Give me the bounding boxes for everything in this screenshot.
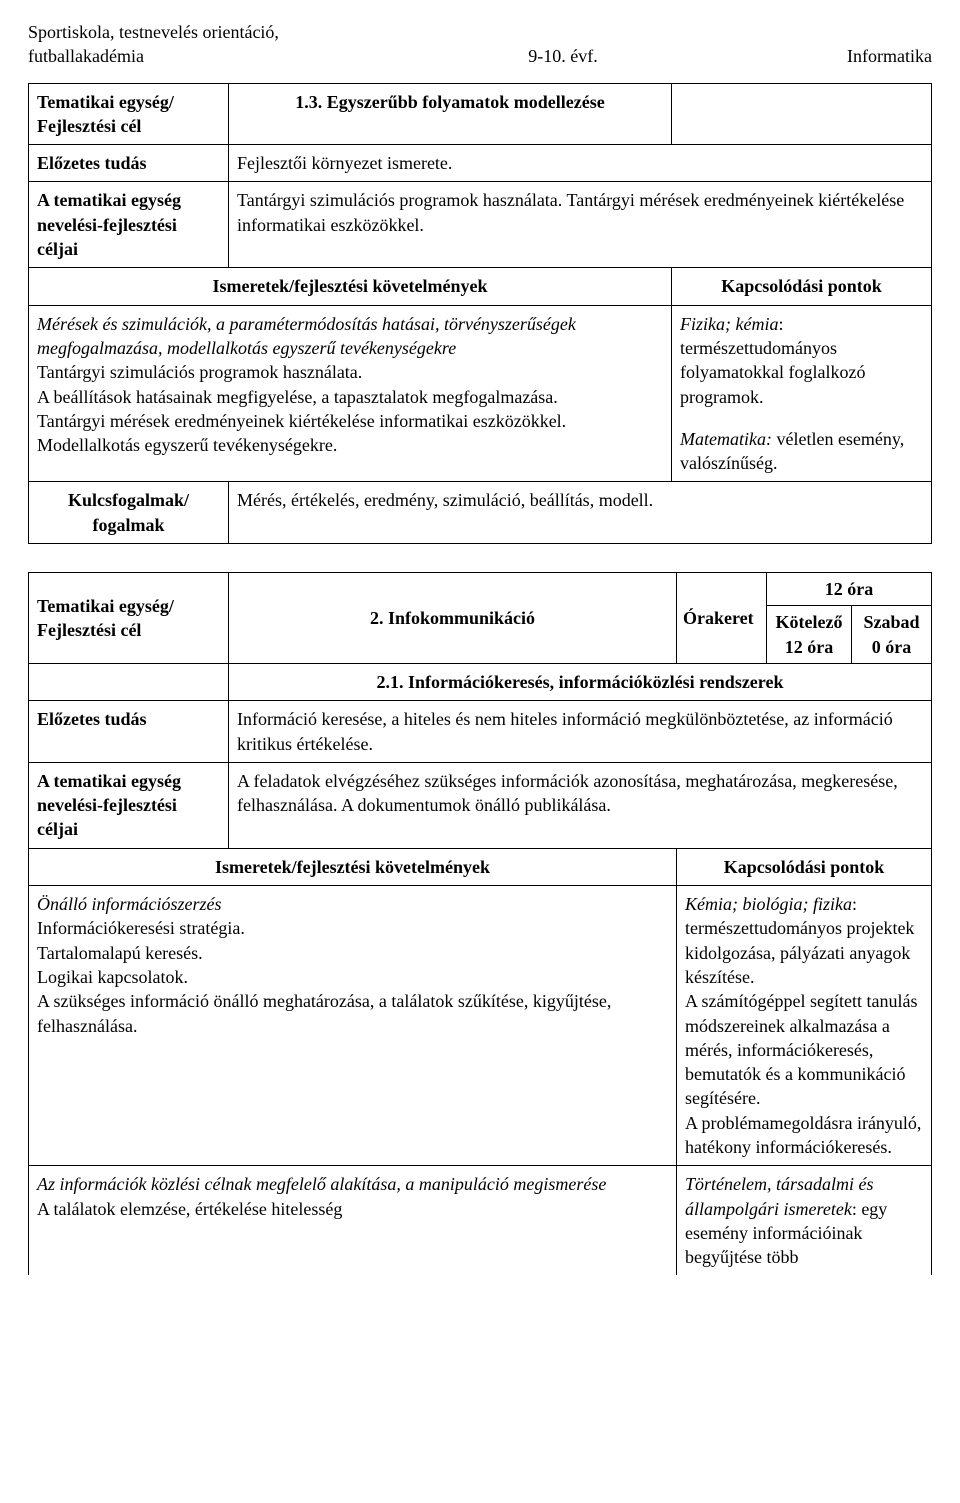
req-text: A szükséges információ önálló meghatároz… bbox=[37, 989, 668, 1038]
goals-text: Tantárgyi szimulációs programok használa… bbox=[229, 182, 932, 268]
req-text: Tartalomalapú keresés. bbox=[37, 941, 668, 965]
conn-subject: Kémia; biológia; fizika bbox=[685, 894, 852, 914]
requirements-header-row: Ismeretek/fejlesztési követelmények Kapc… bbox=[29, 268, 932, 305]
empty-cell bbox=[672, 83, 932, 145]
header-center: 9-10. évf. bbox=[279, 20, 847, 69]
requirements-header-right: Kapcsolódási pontok bbox=[677, 848, 932, 885]
orakeret-label: Órakeret bbox=[677, 573, 767, 664]
table-row: Mérések és szimulációk, a paramétermódos… bbox=[29, 305, 932, 482]
connections-right: Történelem, társadalmi és állampolgári i… bbox=[677, 1166, 932, 1276]
conn-block: Matematika: véletlen esemény, valószínűs… bbox=[680, 427, 923, 476]
prior-knowledge-text: Információ keresése, a hiteles és nem hi… bbox=[229, 701, 932, 763]
table-row: Tematikai egység/ Fejlesztési cél 1.3. E… bbox=[29, 83, 932, 145]
header-left-line2: futballakadémia bbox=[28, 44, 279, 68]
prior-knowledge-label: Előzetes tudás bbox=[29, 701, 229, 763]
empty-label bbox=[29, 663, 229, 700]
hours-free-label: Szabad bbox=[858, 610, 925, 634]
conn-subject: Fizika; kémia bbox=[680, 314, 778, 334]
table-row: Tematikai egység/ Fejlesztési cél 2. Inf… bbox=[29, 573, 932, 606]
hours-mand-val: 12 óra bbox=[773, 635, 845, 659]
requirements-header-row: Ismeretek/fejlesztési követelmények Kapc… bbox=[29, 848, 932, 885]
requirements-header-right: Kapcsolódási pontok bbox=[672, 268, 932, 305]
requirements-left: Önálló információszerzés Információkeres… bbox=[29, 886, 677, 1166]
subunit-title: 2.1. Információkeresés, információközlés… bbox=[229, 663, 932, 700]
table-row: Kulcsfogalmak/ fogalmak Mérés, értékelés… bbox=[29, 482, 932, 544]
connections-right: Kémia; biológia; fizika: természettudomá… bbox=[677, 886, 932, 1166]
req-text: Logikai kapcsolatok. bbox=[37, 965, 668, 989]
requirements-left: Mérések és szimulációk, a paramétermódos… bbox=[29, 305, 672, 482]
connections-right: Fizika; kémia: természettudományos folya… bbox=[672, 305, 932, 482]
requirements-header-left: Ismeretek/fejlesztési követelmények bbox=[29, 848, 677, 885]
req-italic-heading: Az információk közlési célnak megfelelő … bbox=[37, 1172, 668, 1196]
req-text: A beállítások hatásainak megfigyelése, a… bbox=[37, 385, 663, 409]
unit-label: Tematikai egység/ Fejlesztési cél bbox=[29, 83, 229, 145]
req-italic-heading: Önálló információszerzés bbox=[37, 892, 668, 916]
prior-knowledge-label: Előzetes tudás bbox=[29, 145, 229, 182]
table-row: Önálló információszerzés Információkeres… bbox=[29, 886, 932, 1166]
table-row: Előzetes tudás Információ keresése, a hi… bbox=[29, 701, 932, 763]
header-left: Sportiskola, testnevelés orientáció, fut… bbox=[28, 20, 279, 69]
thematic-unit-table-1: Tematikai egység/ Fejlesztési cél 1.3. E… bbox=[28, 83, 932, 544]
conn-block: Fizika; kémia: természettudományos folya… bbox=[680, 312, 923, 409]
req-text: Információkeresési stratégia. bbox=[37, 916, 668, 940]
table-row: Az információk közlési célnak megfelelő … bbox=[29, 1166, 932, 1276]
goals-label: A tematikai egység nevelési-fejlesztési … bbox=[29, 762, 229, 848]
req-text: Tantárgyi mérések eredményeinek kiértéke… bbox=[37, 409, 663, 433]
prior-knowledge-text: Fejlesztői környezet ismerete. bbox=[229, 145, 932, 182]
hours-free-val: 0 óra bbox=[858, 635, 925, 659]
hours-free: Szabad 0 óra bbox=[852, 606, 932, 664]
unit-title: 1.3. Egyszerűbb folyamatok modellezése bbox=[229, 83, 672, 145]
conn-text: A számítógéppel segített tanulás módszer… bbox=[685, 989, 923, 1110]
header-right: Informatika bbox=[847, 20, 932, 69]
spacer bbox=[680, 409, 923, 427]
hours-mandatory: Kötelező 12 óra bbox=[767, 606, 852, 664]
unit-label: Tematikai egység/ Fejlesztési cél bbox=[29, 573, 229, 664]
requirements-left: Az információk közlési célnak megfelelő … bbox=[29, 1166, 677, 1276]
req-text: Tantárgyi szimulációs programok használa… bbox=[37, 360, 663, 384]
conn-text: A problémamegoldásra irányuló, hatékony … bbox=[685, 1111, 923, 1160]
goals-label: A tematikai egység nevelési-fejlesztési … bbox=[29, 182, 229, 268]
page-header: Sportiskola, testnevelés orientáció, fut… bbox=[28, 20, 932, 69]
hours-mand-label: Kötelező bbox=[773, 610, 845, 634]
requirements-header-left: Ismeretek/fejlesztési követelmények bbox=[29, 268, 672, 305]
keywords-text: Mérés, értékelés, eredmény, szimuláció, … bbox=[229, 482, 932, 544]
header-left-line1: Sportiskola, testnevelés orientáció, bbox=[28, 20, 279, 44]
thematic-unit-table-2: Tematikai egység/ Fejlesztési cél 2. Inf… bbox=[28, 572, 932, 1275]
conn-subject: Matematika: bbox=[680, 429, 772, 449]
req-text: Modellalkotás egyszerű tevékenységekre. bbox=[37, 433, 663, 457]
req-text: A találatok elemzése, értékelése hiteles… bbox=[37, 1197, 668, 1221]
goals-text: A feladatok elvégzéséhez szükséges infor… bbox=[229, 762, 932, 848]
hours-total: 12 óra bbox=[767, 573, 932, 606]
table-row: Előzetes tudás Fejlesztői környezet isme… bbox=[29, 145, 932, 182]
table-row: A tematikai egység nevelési-fejlesztési … bbox=[29, 762, 932, 848]
conn-block: Kémia; biológia; fizika: természettudomá… bbox=[685, 892, 923, 989]
conn-subject: Történelem, társadalmi és állampolgári i… bbox=[685, 1174, 874, 1218]
keywords-label: Kulcsfogalmak/ fogalmak bbox=[29, 482, 229, 544]
unit-title: 2. Infokommunikáció bbox=[229, 573, 677, 664]
conn-block: Történelem, társadalmi és állampolgári i… bbox=[685, 1172, 923, 1269]
table-row: A tematikai egység nevelési-fejlesztési … bbox=[29, 182, 932, 268]
table-row: 2.1. Információkeresés, információközlés… bbox=[29, 663, 932, 700]
req-italic-heading: Mérések és szimulációk, a paramétermódos… bbox=[37, 312, 663, 361]
